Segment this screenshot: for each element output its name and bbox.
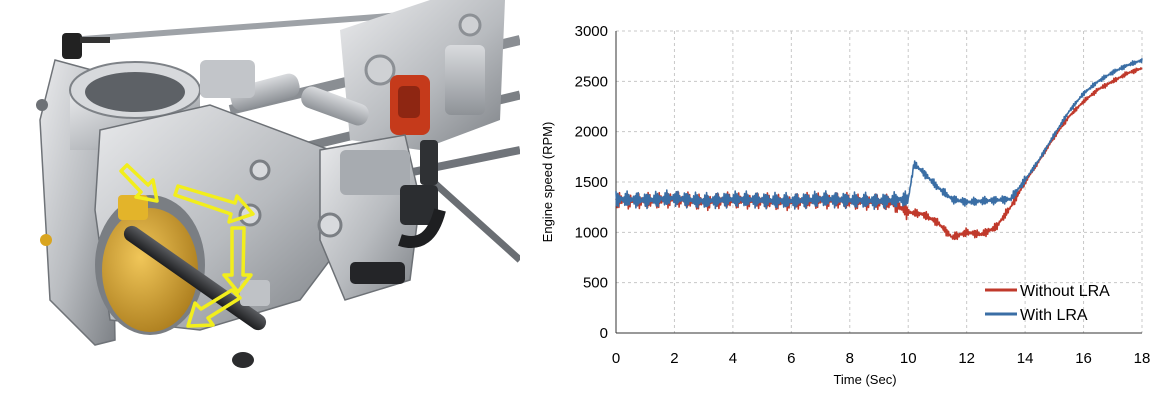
x-tick-label: 14 [1017,350,1034,367]
x-axis-title: Time (Sec) [833,372,896,387]
mount-post [62,33,110,59]
arrow-3 [222,226,253,294]
x-tick-label: 8 [846,350,854,367]
series-line-with-lra [615,58,1143,210]
x-tick-label: 6 [787,350,795,367]
x-tick-label: 10 [900,350,917,367]
y-tick-label: 1000 [575,224,608,241]
tick-labels: 0 500 1000 1500 2000 2500 3000 0 2 4 6 8 10 12 14 16 18 [575,23,1151,367]
engine-speed-chart: 0 500 1000 1500 2000 2500 3000 0 2 4 6 8 10 12 14 16 18 … [520,0,1159,394]
legend-label-without-lra: Without LRA [1020,283,1110,300]
series-lines [615,58,1143,241]
arrow-1 [119,163,159,203]
throttle-body-photo [0,0,523,394]
x-tick-label: 4 [729,350,737,367]
nozzles [200,60,369,126]
x-tick-label: 16 [1075,350,1092,367]
legend: Without LRA With LRA [985,283,1110,324]
actuator-block [238,134,446,301]
x-tick-label: 12 [958,350,975,367]
x-tick-label: 18 [1134,350,1151,367]
x-tick-label: 0 [612,350,620,367]
airflow-arrows [119,163,255,328]
arrow-2 [173,184,255,224]
y-tick-label: 0 [600,325,608,342]
throttle-body-illustration [36,0,523,368]
upper-bracket [340,0,505,150]
arrow-4 [186,288,242,328]
legend-label-with-lra: With LRA [1020,307,1088,324]
y-tick-label: 2500 [575,73,608,90]
y-tick-label: 2000 [575,124,608,141]
y-axis-title: Engine speed (RPM) [540,122,555,243]
fittings [36,99,270,306]
y-tick-label: 3000 [575,23,608,40]
x-tick-label: 2 [670,350,678,367]
y-tick-label: 1500 [575,174,608,191]
y-tick-label: 500 [583,275,608,292]
